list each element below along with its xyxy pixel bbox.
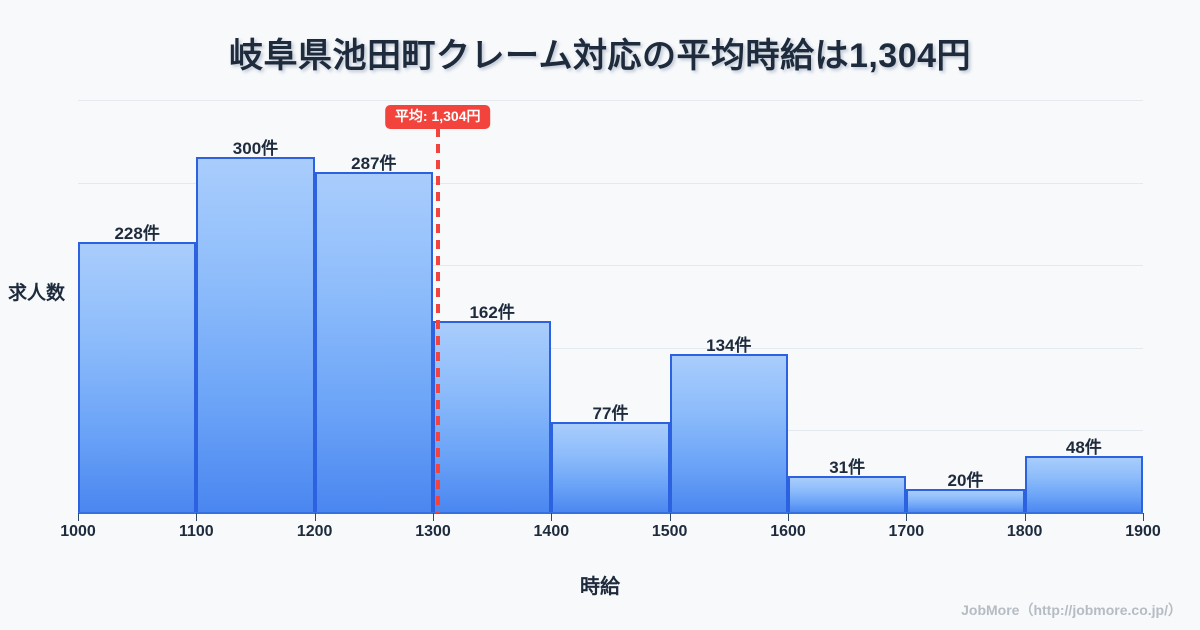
x-axis-line (78, 512, 1143, 514)
bar[interactable] (433, 320, 552, 513)
x-tick-mark (551, 513, 553, 521)
x-tick-mark (788, 513, 789, 521)
bar-value-label: 77件 (592, 403, 629, 423)
bar[interactable] (551, 421, 670, 513)
bar-value-label: 134件 (706, 335, 752, 355)
bar-value-label: 287件 (351, 154, 397, 174)
x-tick-label: 1200 (296, 523, 333, 540)
bar[interactable] (1024, 456, 1143, 513)
x-axis-title: 時給 (580, 576, 620, 598)
x-tick-label: 1700 (888, 523, 925, 540)
x-tick-mark (906, 513, 908, 521)
bar[interactable] (788, 476, 907, 513)
x-tick-mark (1143, 513, 1144, 521)
gridline (78, 100, 1143, 101)
gridline (78, 265, 1143, 267)
x-tick-mark (78, 513, 79, 521)
average-badge: 平均: 1,304円 (384, 105, 491, 130)
x-tick-mark (196, 513, 198, 521)
gridline (78, 182, 1143, 184)
plot-area: 228件 300件 287件 162件 77件 134件 31件 20件 48件 (78, 100, 1143, 513)
gridline (78, 347, 1143, 349)
bar-value-label: 162件 (469, 302, 515, 322)
footer-watermark: JobMore（http://jobmore.co.jp/） (961, 602, 1182, 618)
bar-value-label: 228件 (114, 224, 160, 244)
bar-value-label: 300件 (232, 138, 279, 158)
x-tick-label: 1100 (178, 523, 214, 540)
x-tick-label: 1500 (651, 523, 688, 540)
x-tick-label: 1900 (1125, 523, 1161, 540)
y-axis-title: 求人数 (8, 283, 66, 304)
x-tick-label: 1600 (770, 523, 806, 540)
bar[interactable] (78, 242, 197, 513)
bar-value-label: 31件 (829, 458, 866, 478)
average-line (435, 128, 440, 513)
bar[interactable] (669, 353, 788, 513)
bar-value-label: 20件 (947, 471, 984, 491)
x-tick-label: 1300 (415, 523, 451, 540)
x-tick-label: 1400 (533, 523, 570, 540)
bar[interactable] (314, 172, 433, 513)
x-tick-label: 1800 (1006, 523, 1043, 540)
bar[interactable] (196, 156, 315, 513)
x-tick-mark (1024, 513, 1026, 521)
x-tick-mark (669, 513, 671, 521)
bar[interactable] (906, 489, 1025, 513)
bar-value-label: 48件 (1065, 438, 1102, 458)
x-tick-mark (433, 513, 434, 521)
x-tick-label: 1000 (60, 523, 96, 540)
x-tick-mark (314, 513, 316, 521)
page-title: 岐阜県池田町クレーム対応の平均時給は1,304円 (228, 37, 972, 75)
